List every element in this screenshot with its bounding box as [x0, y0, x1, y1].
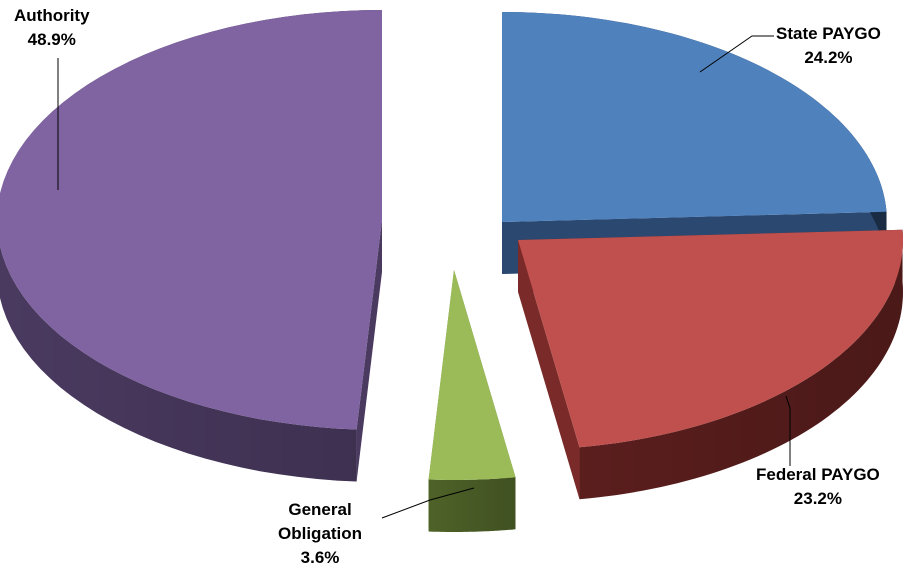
label-authority-name: Authority — [14, 6, 90, 25]
label-federal-paygo-name: Federal PAYGO — [756, 465, 880, 484]
slice-federal-paygo-rim-shade — [579, 229, 903, 500]
slice-general-obligation-rim-shade — [428, 477, 516, 532]
slice-general-obligation — [428, 270, 516, 532]
label-state-paygo-name: State PAYGO — [776, 24, 881, 43]
label-general-obligation-name-1: General — [288, 500, 352, 519]
slice-authority-wall-start — [356, 220, 382, 482]
leader-line-federal-paygo — [785, 395, 791, 466]
slice-federal-paygo — [518, 229, 903, 500]
label-state-paygo-value: 24.2% — [804, 48, 853, 67]
slice-authority — [0, 10, 382, 482]
slice-federal-paygo-wall-end — [518, 240, 580, 500]
label-authority: Authority 48.9% — [14, 4, 90, 52]
slice-authority-top — [0, 10, 382, 430]
label-authority-value: 48.9% — [27, 30, 76, 49]
slice-state-paygo-top — [502, 12, 887, 222]
leader-line-state-paygo — [699, 35, 774, 73]
label-federal-paygo-value: 23.2% — [793, 489, 842, 508]
slice-general-obligation-top — [428, 270, 516, 480]
label-general-obligation: General Obligation 3.6% — [278, 498, 362, 570]
label-general-obligation-name-2: Obligation — [278, 524, 363, 543]
label-general-obligation-value: 3.6% — [300, 548, 340, 567]
label-federal-paygo: Federal PAYGO 23.2% — [756, 463, 880, 511]
leader-line-general-obligation — [381, 487, 475, 519]
slice-federal-paygo-top — [518, 229, 903, 448]
label-state-paygo: State PAYGO 24.2% — [776, 22, 881, 70]
